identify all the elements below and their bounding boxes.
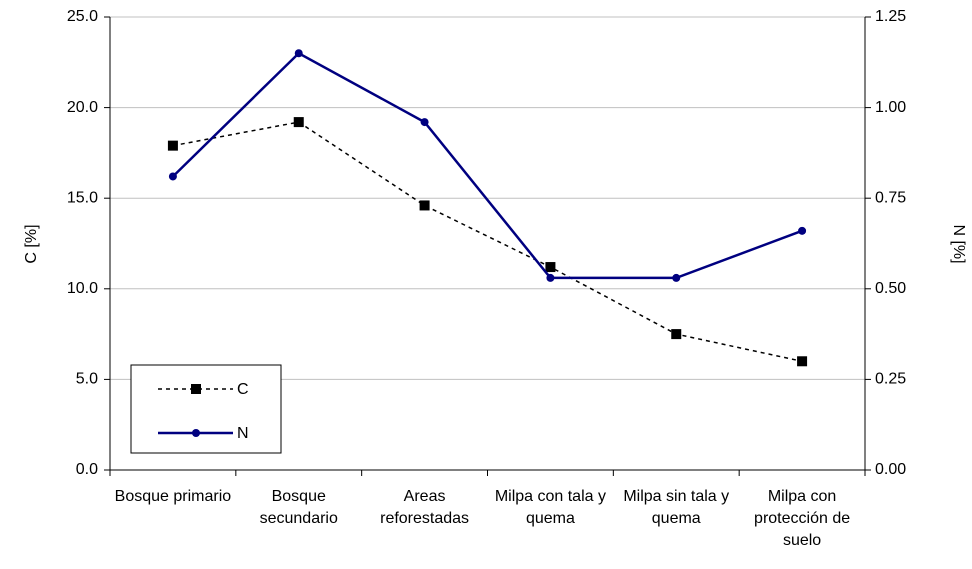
y2-tick-label: 1.25 (875, 8, 906, 25)
y-tick-label: 5.0 (76, 371, 98, 388)
y-tick-label: 25.0 (67, 8, 98, 25)
y2-tick-label: 0.25 (875, 371, 906, 388)
series-line (172, 121, 803, 363)
data-point (797, 356, 808, 367)
data-point (545, 262, 556, 273)
data-point (167, 140, 178, 151)
y-tick-label: 10.0 (67, 280, 98, 297)
y2-tick-label: 1.00 (875, 99, 906, 116)
data-point (293, 117, 304, 128)
y2-tick-label: 0.75 (875, 189, 906, 206)
legend-marker (192, 429, 200, 437)
x-tick-label: Bosque primario (114, 488, 232, 505)
x-tick-label: Milpa sin tala y quema (623, 488, 730, 527)
legend-label: N (237, 425, 249, 442)
x-tick-label: Areas reforestadas (380, 488, 470, 527)
data-point (671, 329, 682, 340)
y2-tick-label: 0.00 (875, 461, 906, 478)
legend-marker (191, 384, 201, 394)
y-axis-label: C [%] (23, 224, 40, 263)
data-point (419, 200, 430, 211)
y-tick-label: 20.0 (67, 99, 98, 116)
x-tick-label: Milpa con protección de suelo (754, 488, 851, 549)
y2-tick-label: 0.50 (875, 280, 906, 297)
legend-box (130, 364, 282, 454)
data-point (168, 172, 177, 181)
x-tick-label: Bosque secundario (259, 488, 338, 527)
x-tick-label: Milpa con tala y quema (494, 488, 606, 527)
y-tick-label: 0.0 (76, 461, 98, 478)
data-point (798, 226, 807, 235)
data-point (546, 273, 555, 282)
series-line (172, 51, 803, 280)
y2-axis-label: N [%] (950, 224, 967, 263)
data-point (420, 118, 429, 127)
legend-label: C (237, 381, 249, 398)
y-tick-label: 15.0 (67, 189, 98, 206)
data-point (294, 49, 303, 58)
data-point (672, 273, 681, 282)
